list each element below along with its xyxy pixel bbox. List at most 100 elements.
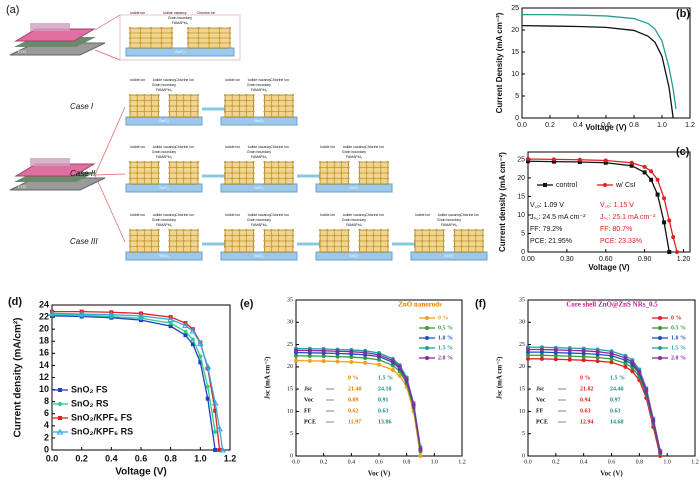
device-contact bbox=[30, 158, 70, 166]
callout bbox=[94, 49, 121, 61]
ion bbox=[223, 182, 227, 186]
ion bbox=[474, 245, 477, 248]
ion bbox=[231, 182, 234, 186]
ion bbox=[284, 234, 287, 237]
y-tick-label: 35 bbox=[519, 297, 525, 303]
marker bbox=[577, 160, 582, 164]
legend-label: 2.0 % bbox=[438, 355, 453, 361]
ion bbox=[175, 177, 178, 180]
table-row-label: Voc bbox=[304, 397, 314, 403]
ion bbox=[386, 182, 390, 186]
ion bbox=[277, 115, 280, 119]
table-cell: 12.94 bbox=[580, 419, 594, 425]
legend-label: Chlorine ion bbox=[175, 213, 194, 217]
marker bbox=[211, 399, 219, 406]
marker bbox=[307, 348, 312, 353]
ion bbox=[168, 245, 171, 248]
series-line bbox=[295, 355, 422, 452]
ion bbox=[252, 239, 255, 243]
ion bbox=[284, 177, 287, 180]
ion bbox=[333, 166, 336, 169]
ion bbox=[139, 31, 142, 35]
ion bbox=[372, 245, 375, 248]
legend-label: Chlorine ion bbox=[460, 213, 479, 217]
ion bbox=[379, 177, 382, 180]
ion bbox=[347, 177, 350, 180]
ion bbox=[228, 36, 232, 40]
ion bbox=[189, 115, 192, 119]
ion bbox=[182, 115, 185, 119]
ion bbox=[218, 41, 221, 45]
ion bbox=[474, 239, 477, 243]
device-contact bbox=[30, 23, 70, 31]
ion bbox=[128, 177, 132, 180]
ion bbox=[231, 228, 234, 232]
ion bbox=[252, 160, 255, 164]
legend-label: SnO₂ RS bbox=[71, 398, 109, 408]
ion bbox=[442, 234, 445, 237]
ion bbox=[160, 46, 163, 50]
ion bbox=[128, 250, 132, 254]
ion bbox=[318, 171, 322, 175]
marker bbox=[58, 416, 62, 420]
ion bbox=[467, 245, 470, 248]
ion bbox=[128, 166, 132, 169]
series-line bbox=[521, 24, 674, 119]
table-row-label: PCE bbox=[304, 419, 316, 425]
legend-label: 0 % bbox=[671, 315, 682, 321]
ion bbox=[149, 26, 153, 30]
ion bbox=[197, 36, 200, 40]
ion bbox=[318, 182, 322, 186]
ion bbox=[270, 171, 273, 175]
ion bbox=[340, 234, 343, 237]
marker bbox=[411, 402, 416, 407]
ion bbox=[170, 36, 174, 40]
y-axis-label: Current density (mA cm⁻²) bbox=[498, 152, 507, 252]
ion bbox=[143, 166, 146, 169]
ion bbox=[379, 234, 382, 237]
ion bbox=[326, 250, 329, 254]
marker bbox=[213, 448, 218, 452]
ion bbox=[157, 182, 160, 186]
marker bbox=[649, 169, 654, 174]
plot-title: Core shell ZnO@ZnS NRs_0.5 bbox=[566, 301, 658, 309]
ion bbox=[291, 250, 295, 254]
ion bbox=[223, 104, 227, 108]
film-label: FAMAPbI₃ bbox=[251, 88, 268, 92]
table-cell: 0.63 bbox=[378, 408, 389, 414]
x-tick-label: 0.8 bbox=[636, 459, 644, 465]
y-tick-label: 10 bbox=[287, 409, 293, 415]
ion bbox=[252, 234, 255, 237]
ion bbox=[157, 239, 160, 243]
ion bbox=[128, 171, 132, 175]
ion bbox=[207, 26, 211, 30]
ion bbox=[284, 160, 287, 164]
ion bbox=[238, 93, 241, 97]
ion bbox=[149, 41, 153, 45]
marker bbox=[307, 358, 312, 363]
ion bbox=[365, 245, 368, 248]
ion bbox=[481, 250, 485, 254]
ion bbox=[340, 239, 343, 243]
marker bbox=[390, 363, 395, 368]
ion bbox=[182, 245, 185, 248]
plot-title: ZnO nanorods bbox=[398, 301, 442, 309]
ion bbox=[196, 234, 200, 237]
marker bbox=[425, 326, 429, 330]
marker bbox=[637, 369, 642, 374]
ion bbox=[196, 177, 200, 180]
ion bbox=[372, 182, 375, 186]
marker bbox=[425, 346, 429, 350]
ion bbox=[196, 182, 200, 186]
ion bbox=[196, 228, 200, 232]
ion bbox=[175, 239, 178, 243]
ion bbox=[358, 160, 361, 164]
x-tick-label: 0.30 bbox=[560, 256, 574, 263]
ion bbox=[326, 228, 329, 232]
ion bbox=[277, 160, 280, 164]
x-tick-label: 0.2 bbox=[552, 459, 560, 465]
ion bbox=[175, 171, 178, 175]
y-tick-label: 30 bbox=[287, 320, 293, 326]
table-header: 0 % bbox=[580, 375, 591, 381]
